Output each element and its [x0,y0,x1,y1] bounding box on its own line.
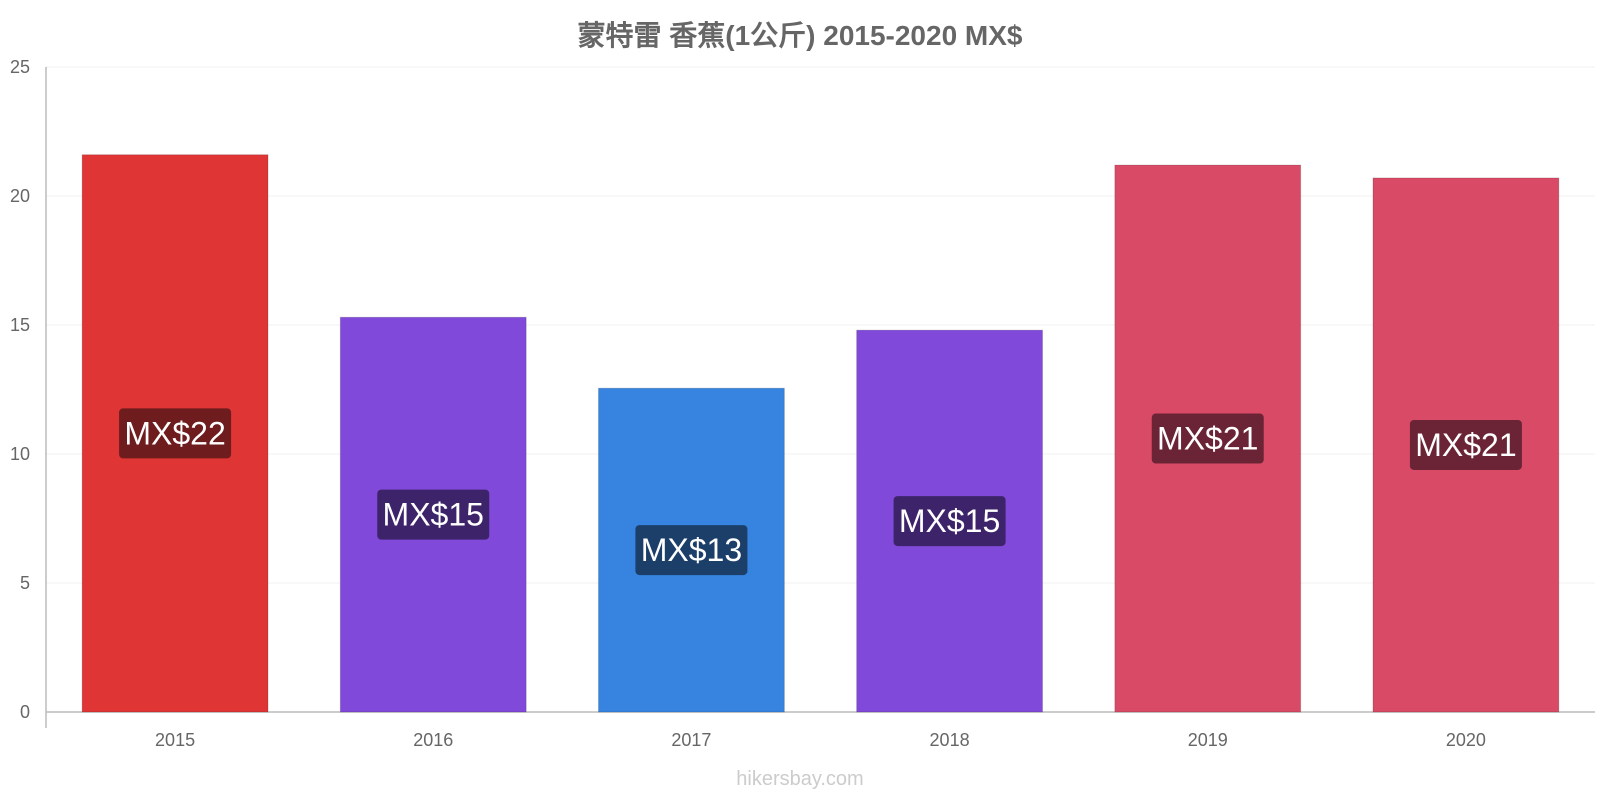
y-tick-label: 25 [10,57,30,77]
data-label-box [119,408,232,459]
x-tick-label: 2019 [1188,730,1228,750]
data-label: MX$21 [1415,427,1516,463]
data-label: MX$13 [641,532,742,568]
data-label-box [377,489,490,540]
data-label-box [893,496,1006,547]
data-label: MX$15 [899,503,1000,539]
y-tick-label: 20 [10,186,30,206]
data-label-box [1151,413,1264,464]
x-tick-label: 2017 [671,730,711,750]
x-tick-label: 2020 [1446,730,1486,750]
y-tick-label: 5 [20,573,30,593]
chart-title: 蒙特雷 香蕉(1公斤) 2015-2020 MX$ [577,20,1023,51]
data-label: MX$22 [124,415,225,451]
x-tick-label: 2015 [155,730,195,750]
x-tick-label: 2016 [413,730,453,750]
x-tick-label: 2018 [930,730,970,750]
data-label-box [635,525,748,576]
watermark: hikersbay.com [736,768,864,790]
data-label-box [1409,419,1522,470]
y-tick-label: 15 [10,315,30,335]
y-tick-label: 0 [20,702,30,722]
data-label: MX$21 [1157,421,1258,457]
data-label: MX$15 [383,497,484,533]
y-tick-label: 10 [10,444,30,464]
